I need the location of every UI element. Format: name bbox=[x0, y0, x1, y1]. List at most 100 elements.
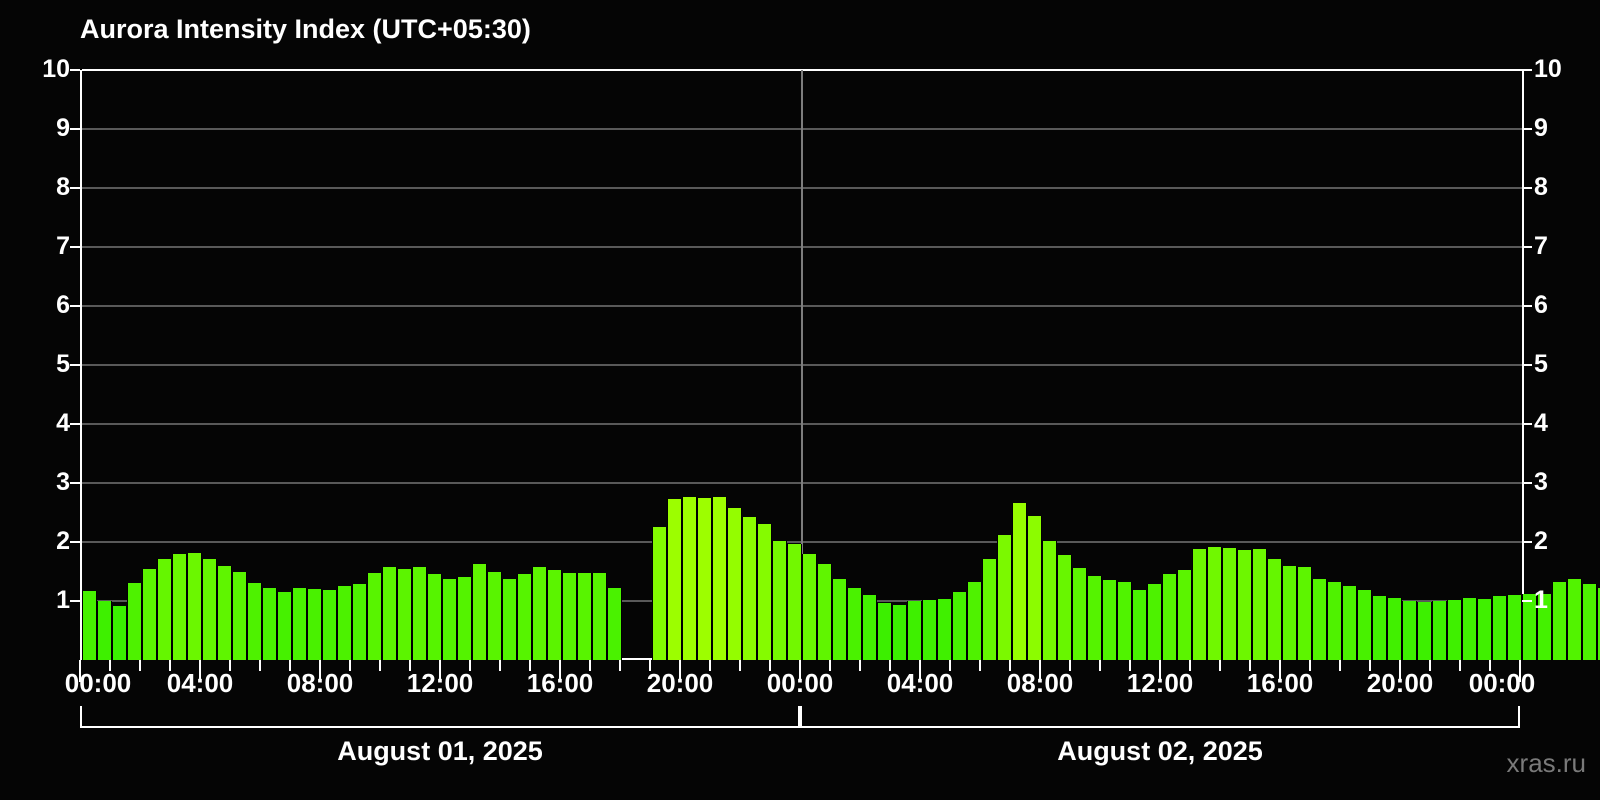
x-tick-minor-34 bbox=[1099, 660, 1101, 671]
bar bbox=[697, 498, 712, 660]
y-tick-mark-right-10 bbox=[1522, 69, 1532, 71]
bar bbox=[937, 599, 952, 660]
bar bbox=[1417, 602, 1432, 660]
y-tick-mark-left-7 bbox=[70, 246, 80, 248]
x-tick-minor-38 bbox=[1219, 660, 1221, 671]
bar bbox=[1147, 584, 1162, 660]
bar bbox=[217, 565, 232, 660]
y-tick-mark-left-8 bbox=[70, 187, 80, 189]
y-tick-label-right-8: 8 bbox=[1534, 173, 1548, 201]
y-tick-label-left-5: 5 bbox=[56, 350, 70, 378]
y-tick-label-right-3: 3 bbox=[1534, 468, 1548, 496]
y-tick-label-left-9: 9 bbox=[56, 114, 70, 142]
bar bbox=[1087, 576, 1102, 660]
bar bbox=[1492, 596, 1507, 660]
y-tick-label-right-10: 10 bbox=[1534, 55, 1562, 83]
x-tick-minor-1 bbox=[109, 660, 111, 671]
y-tick-mark-left-2 bbox=[70, 541, 80, 543]
x-tick-minor-25 bbox=[829, 660, 831, 671]
bar bbox=[172, 553, 187, 660]
bar bbox=[832, 578, 847, 660]
bar bbox=[397, 568, 412, 660]
bar bbox=[277, 592, 292, 660]
y-tick-mark-left-10 bbox=[70, 69, 80, 71]
x-tick-minor-11 bbox=[409, 660, 411, 671]
bar bbox=[1342, 586, 1357, 660]
x-tick-major-12 bbox=[439, 660, 441, 682]
y-tick-label-left-10: 10 bbox=[42, 55, 70, 83]
x-tick-major-4 bbox=[199, 660, 201, 682]
x-tick-minor-7 bbox=[289, 660, 291, 671]
x-tick-minor-31 bbox=[1009, 660, 1011, 671]
bar bbox=[1162, 574, 1177, 660]
x-tick-minor-19 bbox=[649, 660, 651, 671]
x-tick-label-3: 12:00 bbox=[406, 668, 474, 698]
day-band-tick-1-1 bbox=[1518, 706, 1520, 728]
x-tick-minor-13 bbox=[469, 660, 471, 671]
day-separator-1 bbox=[801, 70, 803, 660]
bar bbox=[787, 544, 802, 660]
x-tick-label-1: 04:00 bbox=[166, 668, 234, 698]
bar bbox=[1222, 547, 1237, 660]
x-tick-major-8 bbox=[319, 660, 321, 682]
day-band-tick-1-0 bbox=[800, 706, 802, 728]
bar bbox=[1132, 590, 1147, 660]
bar bbox=[667, 498, 682, 660]
x-tick-minor-46 bbox=[1459, 660, 1461, 671]
x-tick-minor-43 bbox=[1369, 660, 1371, 671]
x-tick-minor-41 bbox=[1309, 660, 1311, 671]
bar bbox=[817, 564, 832, 660]
bar bbox=[907, 601, 922, 660]
bar bbox=[1177, 569, 1192, 660]
bar bbox=[1582, 584, 1597, 660]
day-band-tick-0-0 bbox=[80, 706, 82, 728]
x-tick-minor-29 bbox=[949, 660, 951, 671]
bar bbox=[157, 558, 172, 660]
x-tick-minor-22 bbox=[739, 660, 741, 671]
x-tick-label-8: 08:00 bbox=[1006, 668, 1074, 698]
plot-area bbox=[80, 69, 1600, 660]
bar bbox=[532, 567, 547, 660]
bar bbox=[592, 572, 607, 660]
x-tick-minor-14 bbox=[499, 660, 501, 671]
bar bbox=[1432, 601, 1447, 660]
bar bbox=[772, 540, 787, 660]
y-tick-mark-left-1 bbox=[70, 600, 80, 602]
x-tick-minor-18 bbox=[619, 660, 621, 671]
bar bbox=[1507, 595, 1522, 660]
bar bbox=[1207, 546, 1222, 660]
bar bbox=[712, 496, 727, 660]
x-tick-minor-27 bbox=[889, 660, 891, 671]
x-tick-label-6: 00:00 bbox=[766, 668, 834, 698]
day-label-1: August 02, 2025 bbox=[1057, 736, 1263, 766]
x-tick-major-40 bbox=[1279, 660, 1281, 682]
day-band-1 bbox=[800, 726, 1520, 728]
x-tick-label-7: 04:00 bbox=[886, 668, 954, 698]
bar bbox=[82, 590, 97, 660]
bar bbox=[1252, 549, 1267, 660]
y-tick-label-right-1: 1 bbox=[1534, 586, 1548, 614]
y-tick-mark-left-4 bbox=[70, 423, 80, 425]
bar bbox=[1057, 554, 1072, 660]
bar bbox=[1192, 549, 1207, 660]
y-tick-label-left-1: 1 bbox=[56, 586, 70, 614]
x-tick-minor-10 bbox=[379, 660, 381, 671]
x-tick-minor-21 bbox=[709, 660, 711, 671]
bar bbox=[877, 602, 892, 660]
y-tick-mark-right-9 bbox=[1522, 128, 1532, 130]
x-axis-ticks bbox=[79, 660, 1521, 682]
x-tick-label-5: 20:00 bbox=[646, 668, 714, 698]
y-tick-label-left-4: 4 bbox=[56, 409, 70, 437]
bar bbox=[1387, 598, 1402, 660]
bar bbox=[202, 559, 217, 660]
bar bbox=[487, 571, 502, 660]
y-tick-mark-right-7 bbox=[1522, 246, 1532, 248]
x-tick-major-32 bbox=[1039, 660, 1041, 682]
bar bbox=[562, 573, 577, 660]
bar bbox=[457, 577, 472, 660]
day-label-0: August 01, 2025 bbox=[337, 736, 543, 766]
chart-title: Aurora Intensity Index (UTC+05:30) bbox=[80, 14, 531, 44]
y-tick-label-right-5: 5 bbox=[1534, 350, 1548, 378]
x-tick-label-2: 08:00 bbox=[286, 668, 354, 698]
bar bbox=[967, 582, 982, 660]
